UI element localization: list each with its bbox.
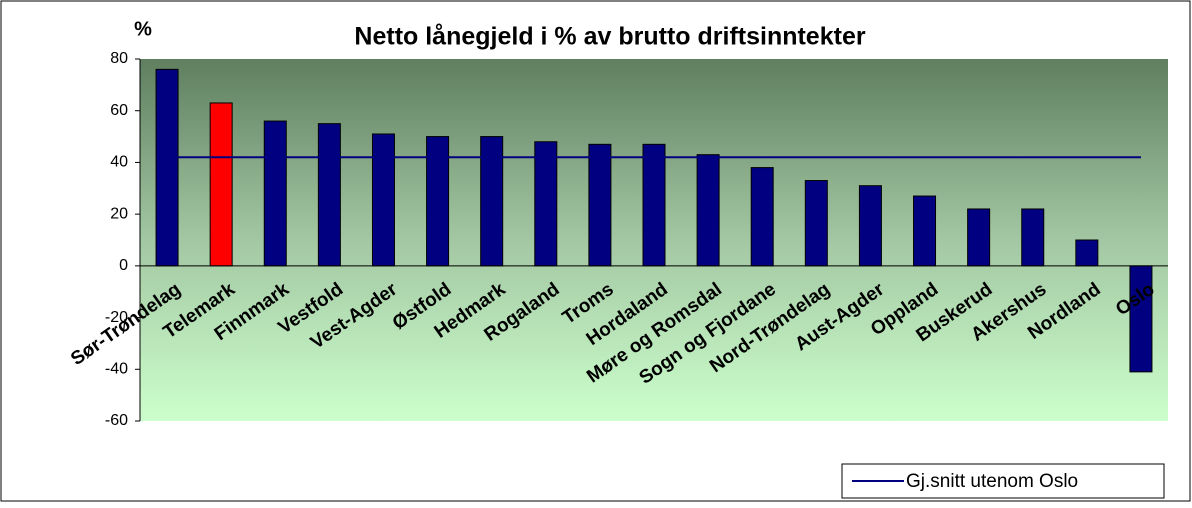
bar	[696, 154, 720, 267]
y-tick-label: 40	[110, 154, 128, 171]
chart-title: Netto lånegjeld i % av brutto driftsinnt…	[354, 23, 865, 51]
y-tick-label: 80	[110, 50, 128, 67]
y-tick-label: -40	[105, 361, 128, 378]
bar	[534, 141, 558, 267]
bar	[858, 185, 882, 267]
legend-box	[841, 463, 1165, 499]
legend-label: Gj.snitt utenom Oslo	[906, 471, 1078, 492]
bar	[588, 143, 612, 267]
bar	[155, 68, 179, 267]
y-tick-label: -20	[105, 309, 128, 326]
bar	[804, 180, 828, 267]
y-tick-label: 60	[110, 102, 128, 119]
bar	[426, 136, 450, 267]
y-tick-label: 0	[119, 257, 128, 274]
bar	[371, 133, 395, 267]
bar	[913, 195, 937, 267]
bar	[642, 143, 666, 267]
bar	[967, 208, 991, 267]
bar	[480, 136, 504, 267]
bar	[750, 167, 774, 267]
y-axis-label: %	[134, 18, 152, 40]
bar	[209, 102, 233, 267]
bar	[263, 120, 287, 267]
bar	[1021, 208, 1045, 267]
bar	[1075, 239, 1099, 267]
bar	[317, 123, 341, 267]
y-tick-label: 20	[110, 205, 128, 222]
y-tick-label: -60	[105, 412, 128, 429]
